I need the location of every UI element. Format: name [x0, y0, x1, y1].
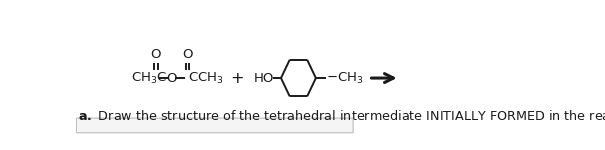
Text: HO: HO — [254, 72, 274, 85]
Text: O: O — [151, 48, 161, 62]
Text: +: + — [230, 70, 244, 86]
Text: $-$CH$_3$: $-$CH$_3$ — [326, 70, 364, 86]
FancyBboxPatch shape — [76, 118, 353, 133]
Text: CCH$_3$: CCH$_3$ — [188, 70, 223, 86]
Text: $\mathbf{a.}$ Draw the structure of the tetrahedral intermediate INITIALLY FORME: $\mathbf{a.}$ Draw the structure of the … — [78, 109, 605, 123]
Text: CH$_3$C: CH$_3$C — [131, 70, 168, 86]
Text: O: O — [182, 48, 193, 62]
Text: O: O — [166, 72, 177, 85]
